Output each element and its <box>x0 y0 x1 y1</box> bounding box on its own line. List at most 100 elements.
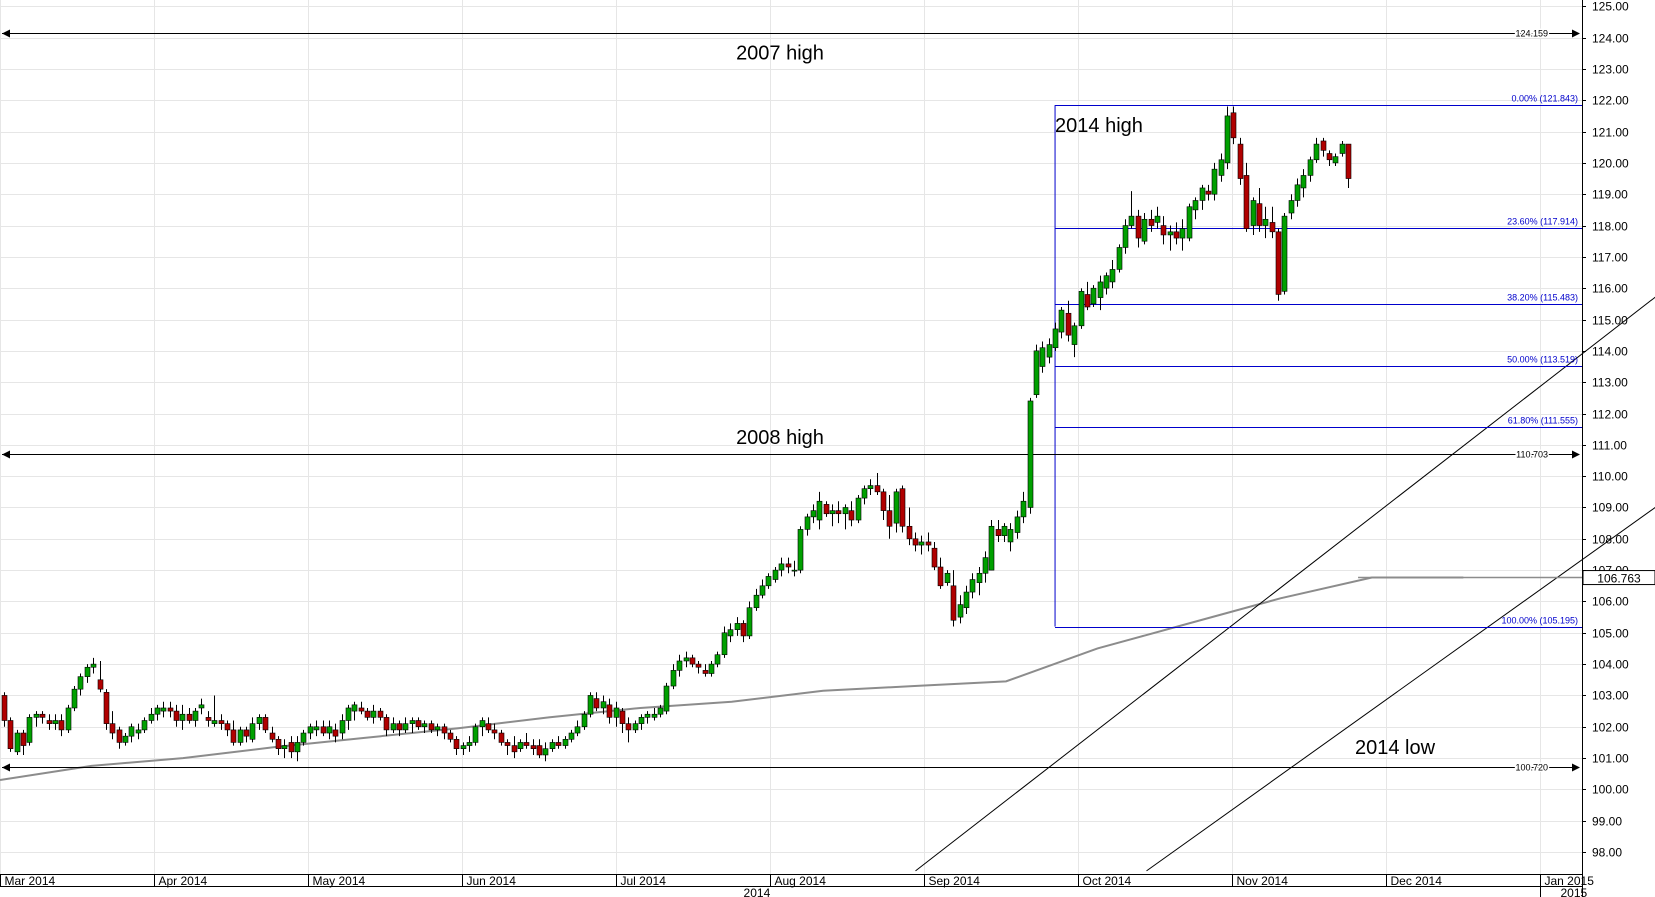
candle-body-down <box>593 698 600 709</box>
candle-body-up <box>574 726 581 734</box>
candle <box>109 711 116 740</box>
candle-body-down <box>358 707 365 712</box>
candle <box>256 714 263 730</box>
level-arrow-left <box>2 29 10 38</box>
candle <box>491 723 498 740</box>
candle-body-down <box>931 547 938 568</box>
candle <box>734 617 741 636</box>
fib-label: 0.00% (121.843) <box>1511 94 1578 104</box>
candle <box>957 595 964 624</box>
y-tick-label: 123.00 <box>1592 63 1629 77</box>
candle-body-up <box>663 685 670 712</box>
candle <box>1262 206 1269 239</box>
candle <box>1269 206 1276 239</box>
candle <box>740 620 747 643</box>
candle-body-up <box>77 676 84 690</box>
candle <box>409 717 416 734</box>
candle <box>1186 203 1193 242</box>
y-tick-label: 120.00 <box>1592 157 1629 171</box>
candle-body-up <box>1046 344 1053 358</box>
candle-body-down <box>555 742 562 746</box>
candle-body-up <box>1167 231 1174 236</box>
candle-body-up <box>842 507 849 515</box>
candles <box>1 106 1352 762</box>
candle <box>1090 285 1097 307</box>
candle-body-up <box>816 500 823 521</box>
candle <box>568 729 575 743</box>
candle-body-down <box>1135 215 1142 239</box>
candle <box>797 526 804 574</box>
candle-body-up <box>339 720 346 734</box>
candle <box>179 704 186 730</box>
candle-body-up <box>300 732 307 743</box>
candle-body-up <box>14 732 21 753</box>
candle-body-up <box>351 704 358 712</box>
candle-body-up <box>1192 200 1199 211</box>
candle-body-up <box>179 713 186 721</box>
candle <box>415 717 422 730</box>
candle <box>313 720 320 737</box>
candle-body-down <box>1269 222 1276 233</box>
candle-body-down <box>58 720 65 731</box>
candle-body-down <box>785 563 792 568</box>
y-tick-label: 112.00 <box>1592 408 1628 422</box>
candle-body-up <box>1103 275 1110 289</box>
candle-body-up <box>479 720 486 728</box>
month-label: Apr 2014 <box>159 874 208 888</box>
candle <box>1167 225 1174 251</box>
candle <box>893 488 900 533</box>
candle <box>402 717 409 734</box>
candle <box>600 695 607 715</box>
candle-body-down <box>116 729 123 743</box>
candle-body-up <box>562 738 569 746</box>
candle-body-up <box>759 585 766 596</box>
candle-body-down <box>995 529 1002 536</box>
candle <box>396 720 403 737</box>
candle-body-up <box>434 726 441 731</box>
candle-body-down <box>186 713 193 721</box>
candle <box>1288 194 1295 220</box>
fib-label: 61.80% (111.555) <box>1508 416 1578 426</box>
candle <box>1250 197 1257 235</box>
month-label: May 2014 <box>313 874 366 888</box>
annotation-2014-low: 2014 low <box>1355 737 1436 759</box>
candle <box>1332 153 1339 167</box>
y-tick-label: 119.00 <box>1592 188 1628 202</box>
candle-body-down <box>46 720 53 724</box>
candle <box>224 720 231 737</box>
candle <box>536 739 543 759</box>
candle <box>517 739 524 752</box>
candle <box>555 736 562 749</box>
month-label: Jul 2014 <box>621 874 667 888</box>
candle <box>848 501 855 527</box>
candle-body-down <box>173 710 180 721</box>
candle <box>1 692 8 727</box>
candle <box>1141 213 1148 245</box>
candle-body-up <box>1332 156 1339 164</box>
candle <box>90 657 97 674</box>
candle-body-up <box>581 713 588 728</box>
y-tick-label: 101.00 <box>1592 752 1629 766</box>
candle <box>982 551 989 583</box>
candle <box>1001 523 1008 542</box>
candle-body-down <box>835 510 842 515</box>
candle-body-up <box>1300 175 1307 189</box>
candle <box>511 736 518 759</box>
candle <box>1243 162 1250 232</box>
candle-body-up <box>1262 218 1269 226</box>
candle-body-down <box>441 726 448 734</box>
candle <box>918 535 925 555</box>
candle-body-down <box>498 732 505 743</box>
y-tick-label: 125.00 <box>1592 0 1629 14</box>
candle <box>275 736 282 755</box>
candle-body-up <box>1052 328 1059 349</box>
candle-body-down <box>925 541 932 546</box>
candle <box>1109 260 1116 289</box>
candle <box>613 701 620 727</box>
candle <box>269 726 276 743</box>
candle-body-up <box>963 591 970 609</box>
candle-body-up <box>1033 350 1040 396</box>
candle-body-up <box>1339 143 1346 154</box>
candle-body-down <box>1148 218 1155 226</box>
